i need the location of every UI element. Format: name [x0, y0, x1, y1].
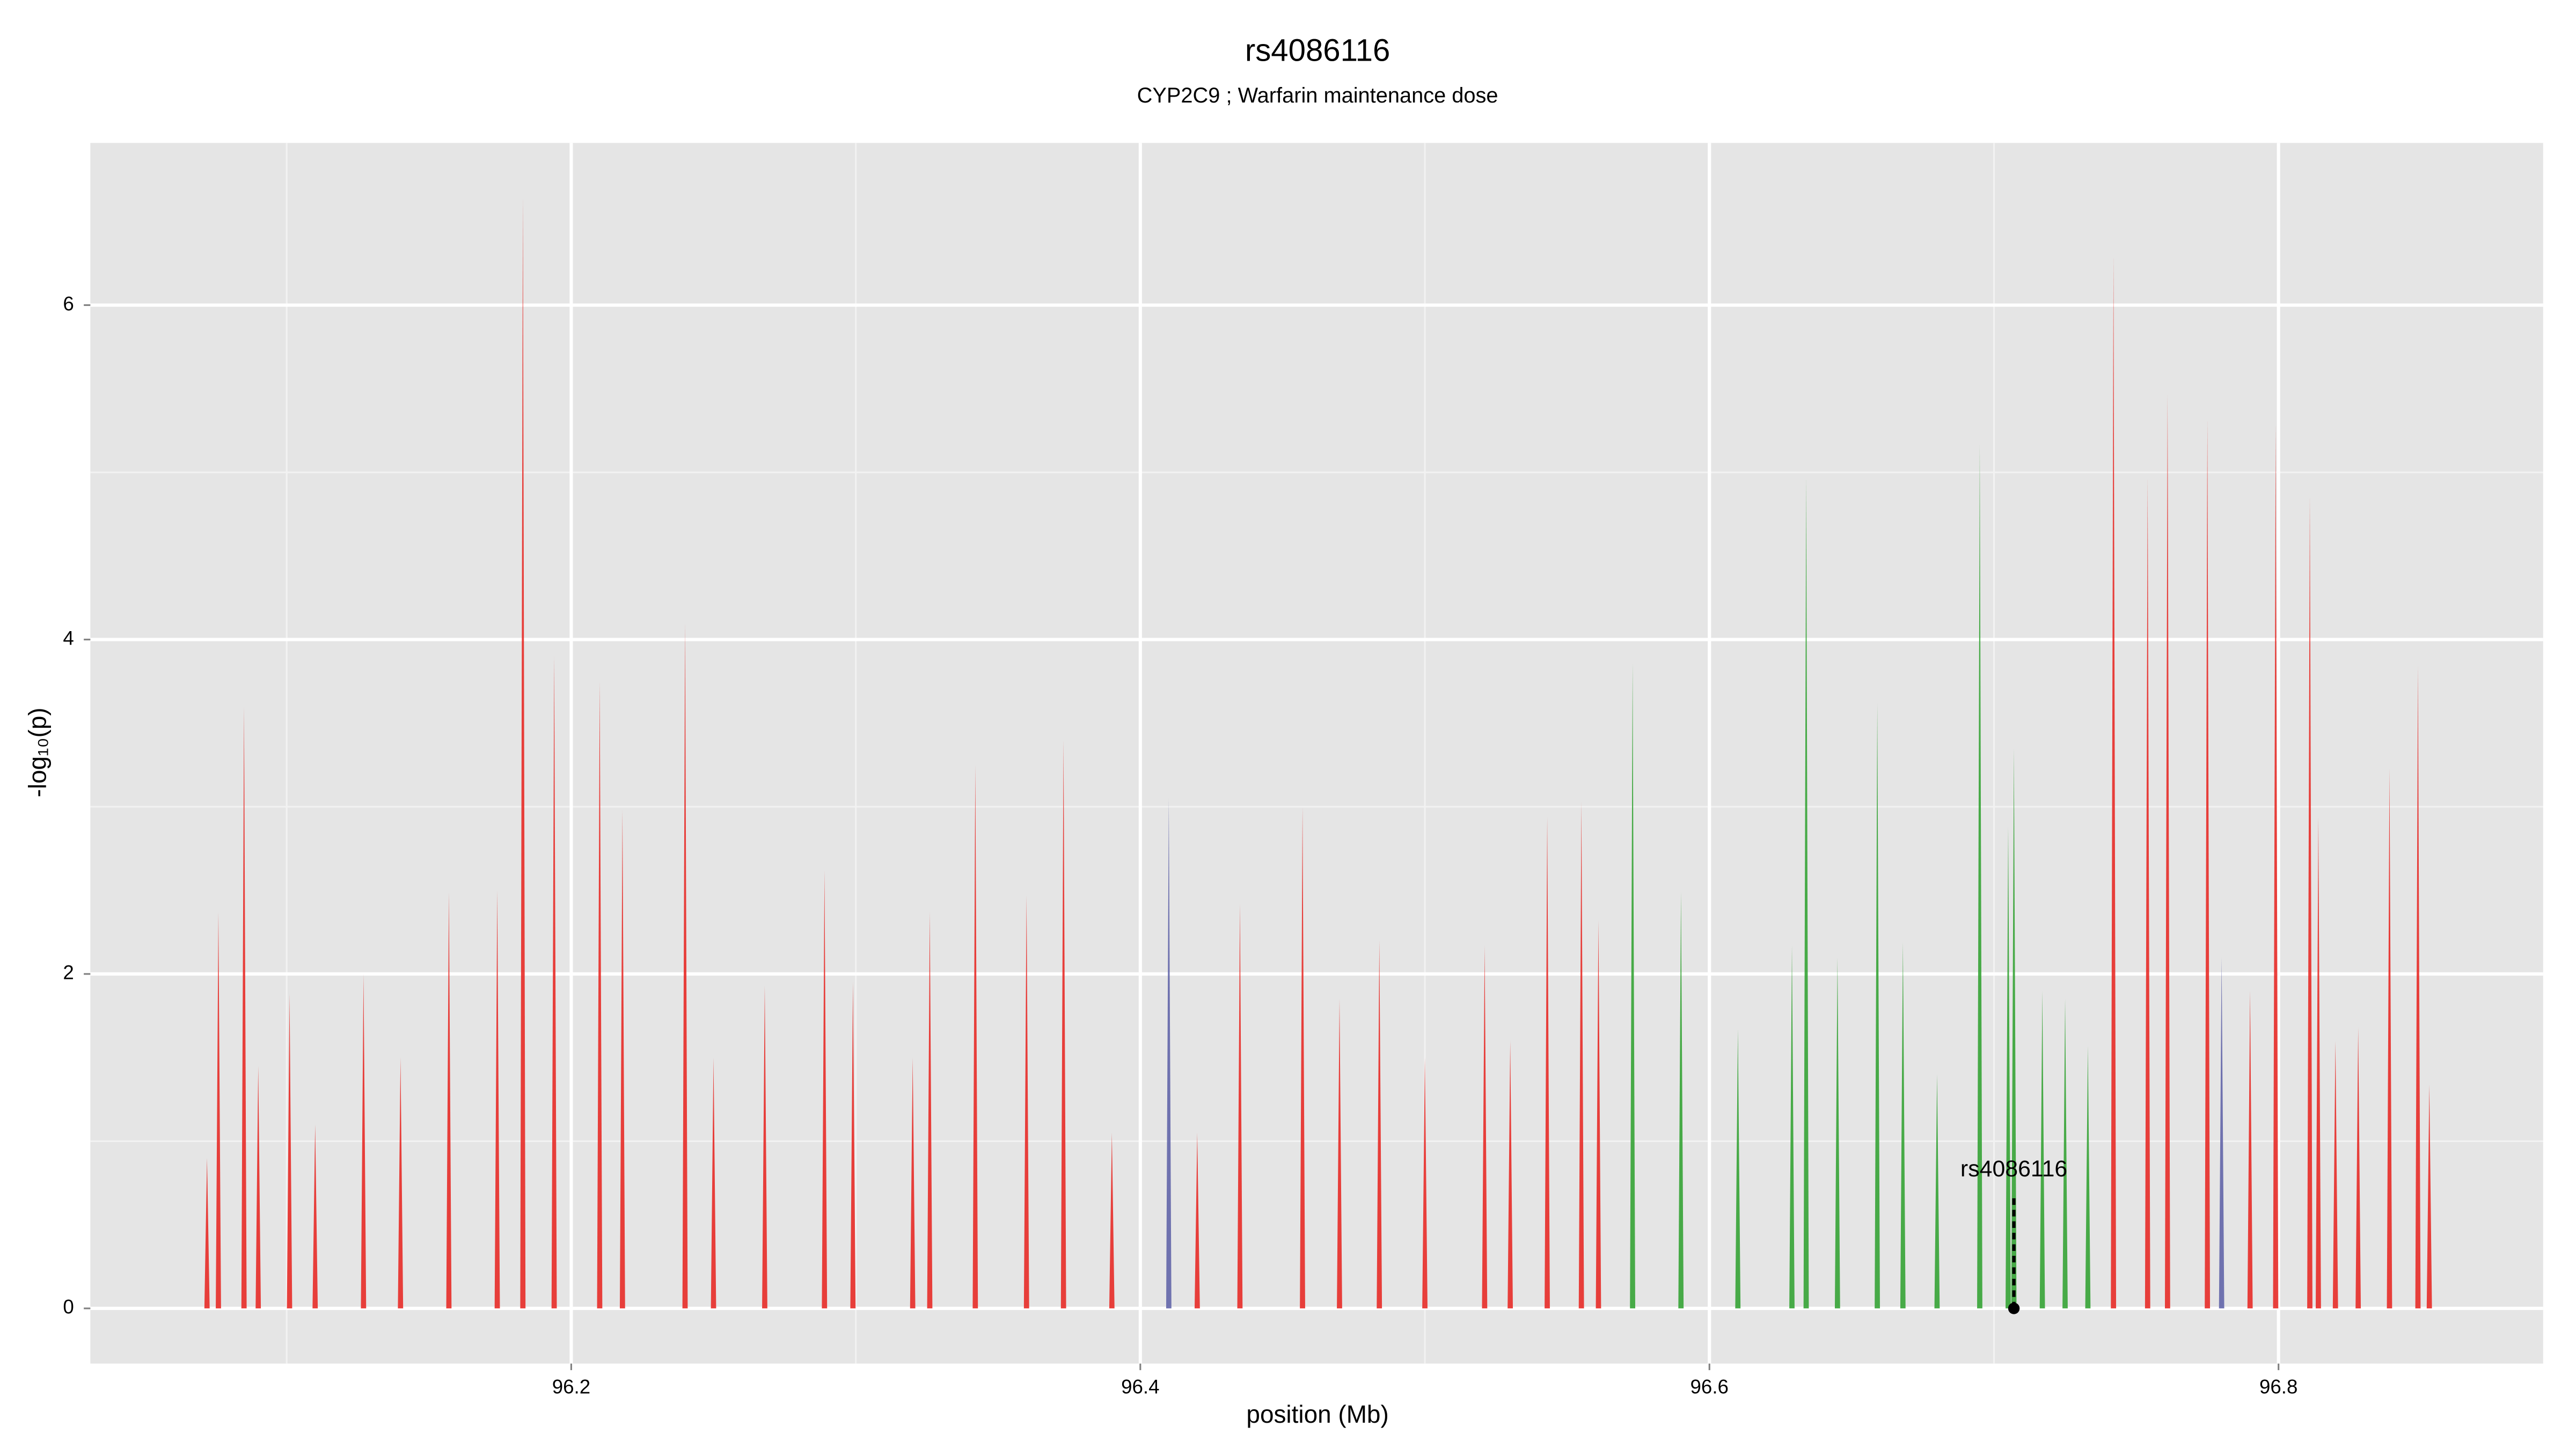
spike: [446, 892, 452, 1308]
spike: [2006, 826, 2011, 1308]
spike: [216, 912, 221, 1308]
spike: [1377, 940, 1382, 1308]
spike: [312, 1124, 318, 1308]
spike: [2387, 768, 2392, 1308]
spike: [1900, 942, 1906, 1308]
spike: [1834, 957, 1840, 1308]
spike: [597, 681, 603, 1308]
spike: [2039, 991, 2045, 1308]
spike: [2085, 1045, 2091, 1308]
spike: [1023, 895, 1029, 1308]
spike: [2111, 255, 2117, 1308]
spike: [2062, 999, 2068, 1308]
spike: [2165, 393, 2170, 1308]
spike: [2426, 1084, 2432, 1308]
plot-background: [90, 143, 2543, 1364]
spike: [2307, 495, 2312, 1308]
spike: [1977, 444, 1982, 1308]
spike: [2355, 1027, 2361, 1308]
x-tick-label: 96.6: [1690, 1375, 1729, 1397]
spike: [241, 706, 247, 1308]
spike: [1934, 1074, 1940, 1308]
spike: [1422, 1057, 1428, 1308]
highlight-label: rs4086116: [1960, 1156, 2067, 1182]
y-tick-label: 6: [63, 292, 74, 314]
highlight-point: [2008, 1302, 2020, 1314]
spike: [361, 974, 367, 1308]
spike: [2247, 991, 2253, 1308]
spike: [1678, 892, 1684, 1308]
spike: [494, 890, 500, 1308]
spike: [551, 656, 557, 1308]
spike: [2332, 1041, 2338, 1308]
spike: [1060, 740, 1066, 1308]
y-axis-label: -log₁₀(p): [24, 707, 52, 797]
spike: [2273, 423, 2279, 1308]
spike: [1482, 945, 1488, 1308]
spike: [2316, 816, 2321, 1308]
spike: [1109, 1132, 1115, 1308]
spike: [2145, 477, 2150, 1308]
spike: [1803, 477, 1809, 1308]
spike: [2011, 748, 2017, 1308]
spike: [1237, 903, 1243, 1308]
spike: [1166, 798, 1172, 1308]
spike: [1300, 807, 1305, 1308]
x-tick-label: 96.2: [552, 1375, 590, 1397]
spike: [1545, 816, 1550, 1308]
y-tick-label: 0: [63, 1296, 74, 1318]
x-tick-label: 96.8: [2259, 1375, 2297, 1397]
spike: [972, 765, 978, 1308]
spike: [398, 1057, 404, 1308]
x-tick-label: 96.4: [1121, 1375, 1159, 1397]
spike: [1596, 920, 1601, 1308]
spike: [287, 994, 292, 1308]
spike: [2415, 666, 2421, 1308]
spike: [619, 810, 625, 1308]
spike: [682, 623, 688, 1308]
chart-subtitle: CYP2C9 ; Warfarin maintenance dose: [1137, 84, 1498, 107]
spike: [711, 1057, 716, 1308]
spike: [822, 870, 828, 1308]
spike: [850, 982, 856, 1308]
x-axis-label: position (Mb): [1246, 1400, 1388, 1428]
spike: [520, 196, 526, 1308]
spike: [1735, 1029, 1741, 1308]
spike: [1507, 1041, 1513, 1308]
chart-title: rs4086116: [1245, 33, 1391, 68]
spike: [1875, 703, 1880, 1308]
spike: [1194, 1132, 1200, 1308]
spike: [204, 1158, 210, 1308]
spike: [927, 912, 933, 1308]
spike: [255, 1066, 261, 1308]
spike: [762, 985, 767, 1308]
spike: [1337, 999, 1342, 1308]
spike: [2205, 419, 2211, 1308]
y-tick-label: 4: [63, 627, 74, 649]
spike: [1578, 801, 1584, 1308]
spike: [910, 1057, 916, 1308]
spike: [1789, 945, 1795, 1308]
spike: [1630, 663, 1636, 1308]
y-tick-label: 2: [63, 962, 74, 984]
spike: [2219, 957, 2224, 1308]
